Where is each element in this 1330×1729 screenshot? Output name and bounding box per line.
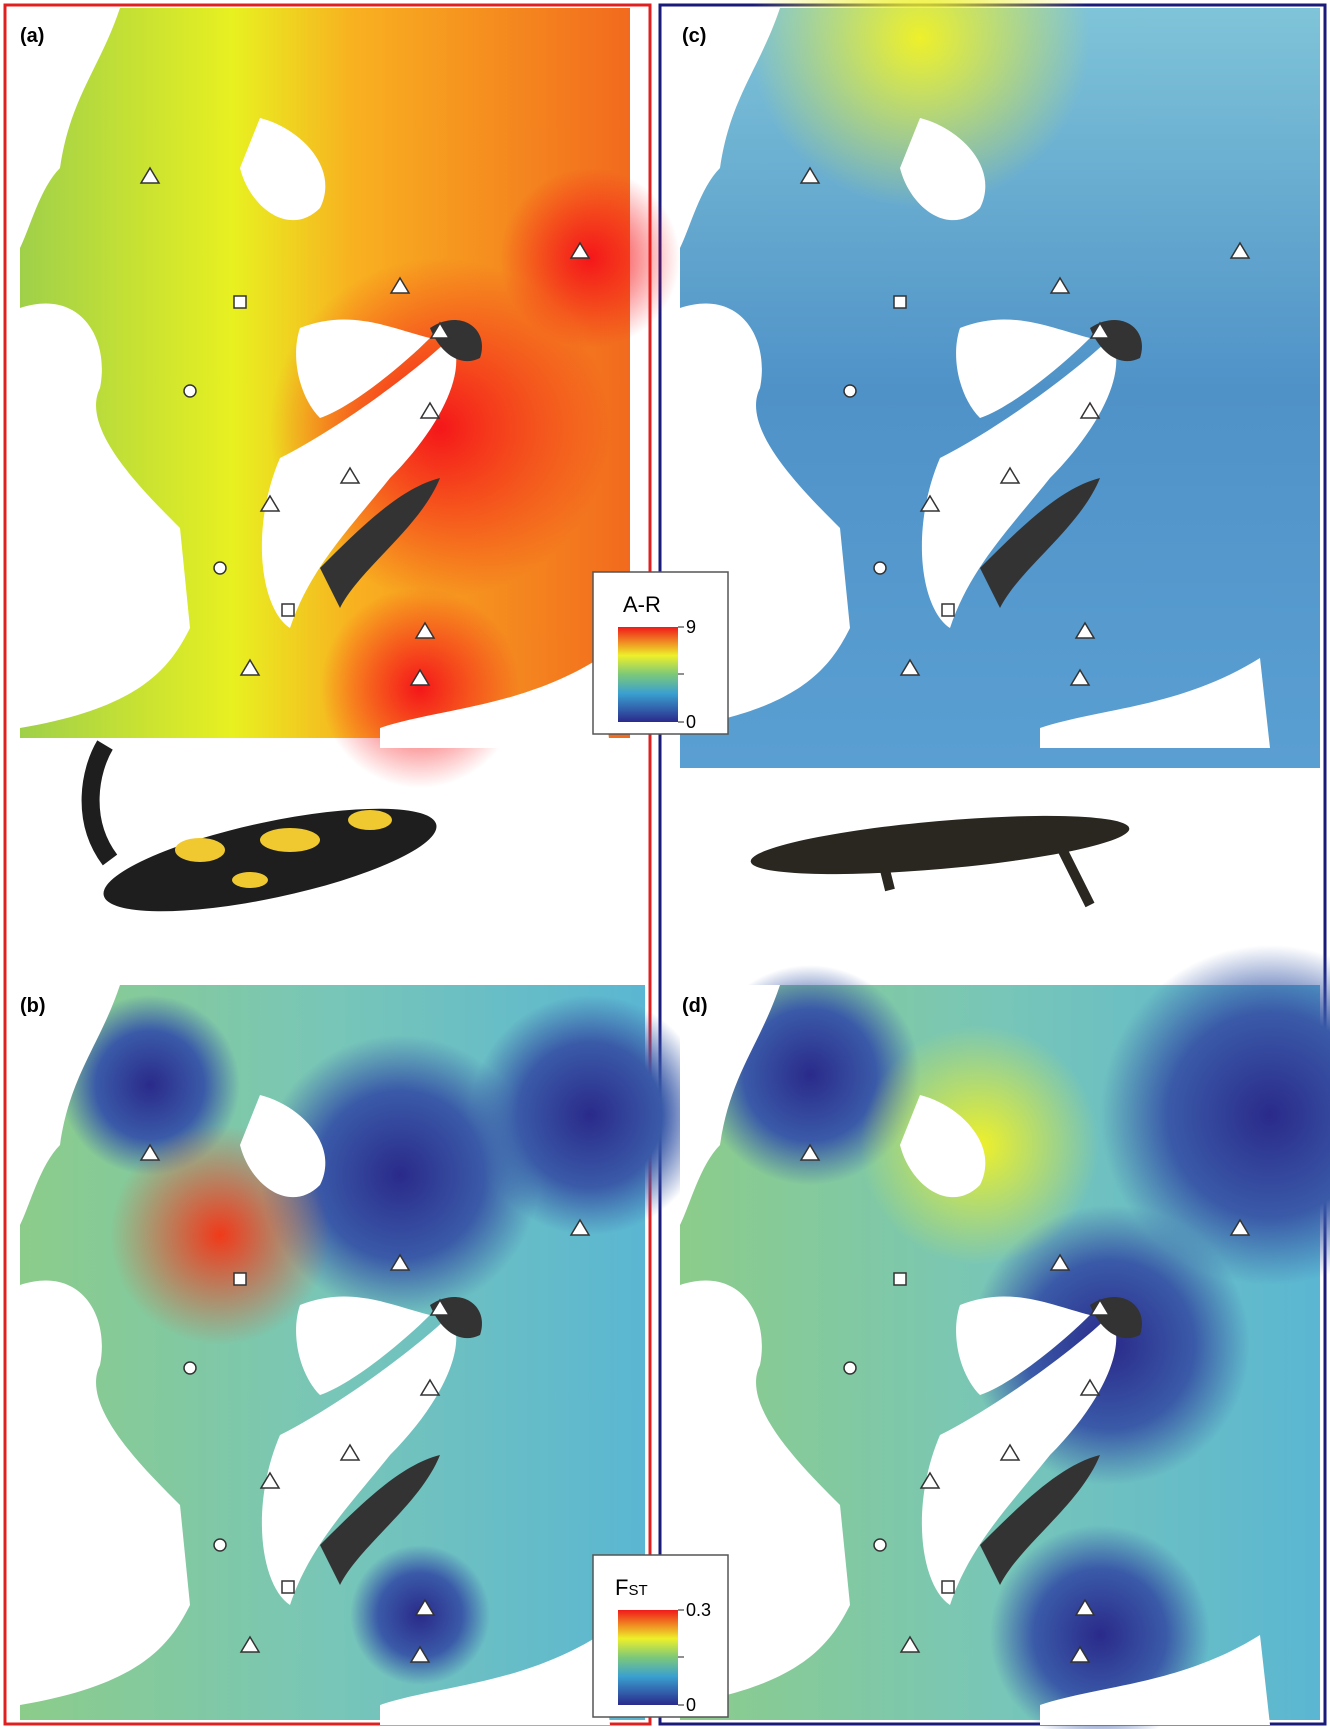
panel-label: (b) — [20, 995, 46, 1017]
map-a — [20, 8, 680, 788]
legend-ar: A-R 9 0 — [593, 572, 728, 734]
map-d — [680, 945, 1330, 1729]
legend-max: 9 — [686, 617, 696, 637]
panel-label: (a) — [20, 25, 44, 47]
legend-min: 0 — [686, 1695, 696, 1715]
legend-title: A-R — [623, 592, 661, 617]
newt-photo — [749, 805, 1132, 905]
legend-title-main: F — [615, 1575, 628, 1600]
figure: (a) (b) (c) (d) A-R 9 0 FST 0.3 0 — [0, 0, 1330, 1729]
panel-label: (d) — [682, 995, 708, 1017]
legend-min: 0 — [686, 712, 696, 732]
map-c — [680, 0, 1320, 768]
panel-label: (c) — [682, 25, 706, 47]
legend-title-sub: ST — [628, 1582, 647, 1599]
legend-max: 0.3 — [686, 1600, 711, 1620]
legend-fst: FST 0.3 0 — [593, 1555, 728, 1717]
